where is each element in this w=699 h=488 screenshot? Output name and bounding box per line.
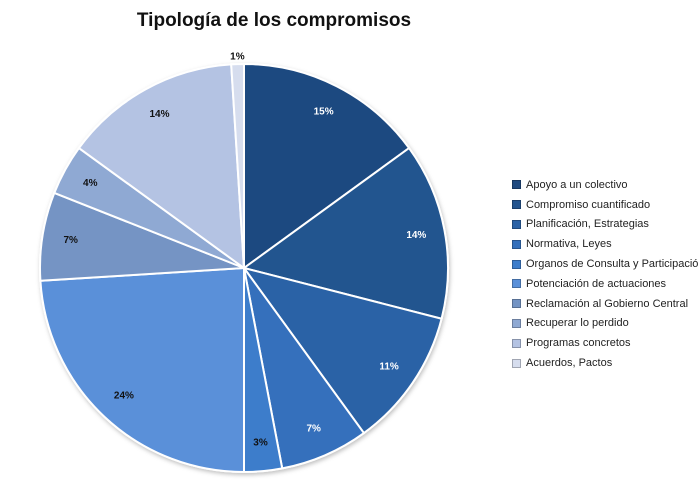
legend-label: Planificación, Estrategias — [526, 218, 649, 231]
legend-swatch — [512, 279, 521, 289]
slice-label-10: 1% — [230, 52, 245, 63]
legend-label: Reclamación al Gobierno Central — [526, 297, 689, 310]
legend-swatch — [512, 219, 521, 229]
legend-label: Recuperar lo perdido — [526, 317, 629, 330]
legend-label: Compromiso cuantificado — [526, 198, 651, 211]
legend-item: Programas concretos — [512, 333, 699, 353]
pie-slice-3 — [241, 266, 443, 435]
legend-swatch — [512, 318, 521, 328]
legend-label: Acuerdos, Pactos — [526, 357, 613, 370]
pie-slice-9 — [77, 63, 246, 271]
slice-label-4: 7% — [306, 424, 321, 435]
slice-label-5: 3% — [253, 437, 268, 448]
slice-label-1: 15% — [314, 106, 334, 117]
pie-slice-10 — [230, 62, 245, 269]
legend-item: Potenciación de actuaciones — [512, 274, 699, 294]
legend-swatch — [512, 180, 521, 190]
legend-label: Organos de Consulta y Participación — [526, 258, 699, 271]
slice-label-7: 7% — [63, 235, 78, 246]
legend-swatch — [512, 299, 521, 309]
legend-swatch — [512, 358, 521, 368]
pie-slice-6 — [39, 266, 245, 474]
legend-swatch — [512, 200, 521, 210]
legend-item: Planificación, Estrategias — [512, 215, 699, 235]
slice-label-3: 11% — [379, 361, 399, 372]
legend-item: Reclamación al Gobierno Central — [512, 294, 699, 314]
slice-label-6: 24% — [114, 391, 134, 402]
legend-swatch — [512, 338, 521, 348]
pie-slice-2 — [241, 146, 449, 320]
legend-item: Normativa, Leyes — [512, 234, 699, 254]
legend: Apoyo a un colectivo Compromiso cuantific… — [512, 175, 699, 373]
slice-label-2: 14% — [406, 230, 426, 241]
chart-title: Tipología de los compromisos — [136, 10, 412, 31]
legend-swatch — [512, 239, 521, 249]
pie-labels: 15% 14% 11% 7% 3% 24% 7% 4% 14% 1% — [63, 52, 426, 449]
legend-item: Compromiso cuantificado — [512, 195, 699, 215]
legend-label: Apoyo a un colectivo — [526, 178, 628, 191]
legend-item: Acuerdos, Pactos — [512, 353, 699, 373]
pie-slice-1 — [243, 62, 411, 270]
legend-label: Normativa, Leyes — [526, 238, 612, 251]
legend-item: Recuperar lo perdido — [512, 314, 699, 334]
legend-label: Programas concretos — [526, 337, 631, 350]
slice-label-9: 14% — [149, 109, 169, 120]
legend-item: Organos de Consulta y Participación — [512, 254, 699, 274]
pie-slices — [39, 62, 449, 474]
slice-label-8: 4% — [83, 178, 98, 189]
legend-item: Apoyo a un colectivo — [512, 175, 699, 195]
legend-label: Potenciación de actuaciones — [526, 277, 667, 290]
legend-swatch — [512, 259, 521, 269]
